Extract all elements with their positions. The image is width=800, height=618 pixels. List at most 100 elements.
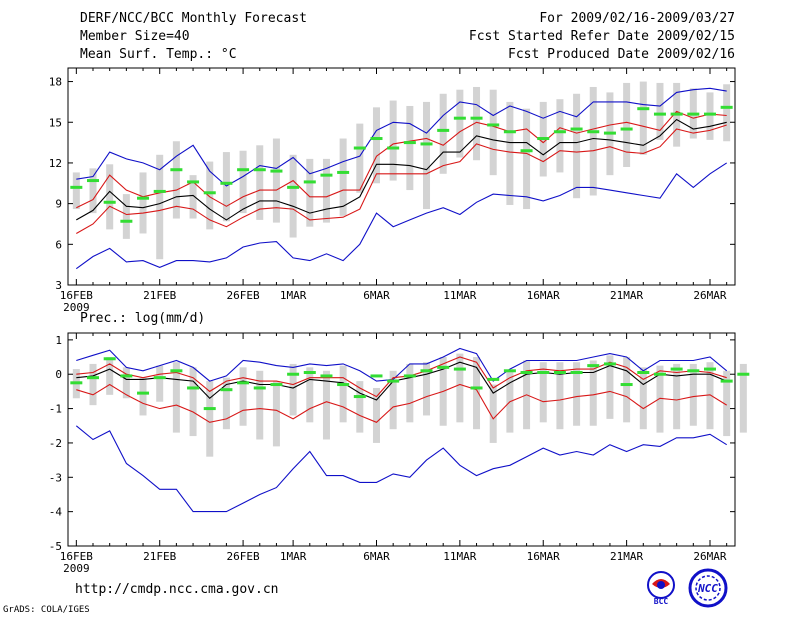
spread-box (156, 365, 164, 402)
obs-marker (587, 130, 600, 134)
obs-marker (420, 142, 433, 146)
spread-box (406, 363, 414, 423)
series-line-mean (76, 361, 727, 401)
obs-marker (103, 200, 116, 204)
obs-marker (487, 123, 500, 127)
spread-box (589, 360, 597, 426)
y-tick-label: 0 (55, 368, 62, 381)
spread-box (389, 100, 397, 181)
spread-box (473, 357, 481, 430)
spread-box (656, 82, 664, 140)
spread-box (206, 381, 214, 457)
x-tick-label: 16FEB (60, 550, 93, 563)
spread-box (322, 158, 330, 223)
spread-box (89, 363, 97, 406)
x-tick-label: 21MAR (610, 550, 643, 563)
spread-box (272, 138, 280, 223)
obs-marker (687, 112, 700, 116)
obs-marker (470, 386, 483, 390)
obs-marker (603, 362, 616, 366)
obs-marker (703, 367, 716, 371)
spread-box (139, 172, 147, 234)
obs-marker (353, 146, 366, 150)
obs-marker (637, 371, 650, 375)
y-tick-label: 9 (55, 198, 62, 211)
obs-marker (153, 376, 166, 380)
spread-box (172, 362, 180, 433)
spread-box (589, 86, 597, 196)
bcc-logo-text: BCC (654, 597, 669, 606)
spread-box (639, 367, 647, 430)
spread-box (623, 357, 631, 423)
y-tick-label: 1 (55, 334, 62, 347)
obs-marker (237, 381, 250, 385)
spread-box (156, 154, 164, 260)
forecast-produced-date: Fcst Produced Date 2009/02/16 (508, 47, 735, 62)
spread-box (423, 101, 431, 210)
variable-label: Mean Surf. Temp.: °C (80, 47, 237, 62)
obs-marker (320, 173, 333, 177)
obs-marker (487, 377, 500, 381)
spread-box (639, 81, 647, 155)
obs-marker (287, 372, 300, 376)
spread-box (606, 355, 614, 419)
spread-box (189, 367, 197, 437)
spread-box (256, 370, 264, 440)
y-tick-label: -1 (49, 403, 62, 416)
series-line-mean (76, 118, 727, 221)
y-tick-label: 6 (55, 238, 62, 251)
spread-box (506, 101, 514, 205)
grads-credit: GrADS: COLA/IGES (3, 605, 90, 615)
obs-marker (337, 170, 350, 174)
obs-marker (720, 105, 733, 109)
spread-box (723, 370, 731, 437)
forecast-title: DERF/NCC/BCC Monthly Forecast (80, 11, 307, 26)
obs-marker (203, 191, 216, 195)
series-line-upper (76, 110, 727, 209)
obs-marker (587, 364, 600, 368)
obs-marker (687, 369, 700, 373)
spread-box (356, 381, 364, 433)
y-tick-label: 12 (49, 157, 62, 170)
obs-marker (720, 379, 733, 383)
obs-marker (187, 386, 200, 390)
x-tick-label: 26MAR (693, 289, 726, 302)
spread-box (673, 363, 681, 430)
spread-box (389, 370, 397, 430)
obs-marker (170, 369, 183, 373)
y-tick-label: 15 (49, 116, 62, 129)
obs-marker (137, 196, 150, 200)
obs-marker (237, 168, 250, 172)
y-tick-label: -5 (49, 540, 62, 553)
series-line-min (75, 162, 728, 270)
spread-box (272, 381, 280, 447)
series-line-lower (76, 124, 727, 234)
spread-box (372, 107, 380, 184)
obs-marker (303, 180, 316, 184)
x-tick-label: 26FEB (227, 550, 260, 563)
spread-box (172, 141, 180, 219)
obs-marker (503, 130, 516, 134)
spread-box (106, 357, 114, 395)
spread-box (206, 161, 214, 230)
obs-marker (220, 388, 233, 392)
ncc-logo: NCC (688, 568, 728, 608)
spread-box (256, 145, 264, 220)
source-url[interactable]: http://cmdp.ncc.cma.gov.cn (75, 582, 279, 597)
spread-box (706, 362, 714, 430)
spread-box (623, 82, 631, 168)
spread-box (489, 89, 497, 176)
obs-marker (520, 149, 533, 153)
spread-box (306, 367, 314, 423)
obs-marker (437, 128, 450, 132)
spread-box (122, 194, 130, 239)
obs-marker (87, 376, 100, 380)
spread-box (556, 362, 564, 430)
obs-marker (570, 371, 583, 375)
obs-marker (187, 180, 200, 184)
spread-box (456, 89, 464, 158)
obs-marker (553, 130, 566, 134)
x-tick-label: 11MAR (443, 550, 476, 563)
